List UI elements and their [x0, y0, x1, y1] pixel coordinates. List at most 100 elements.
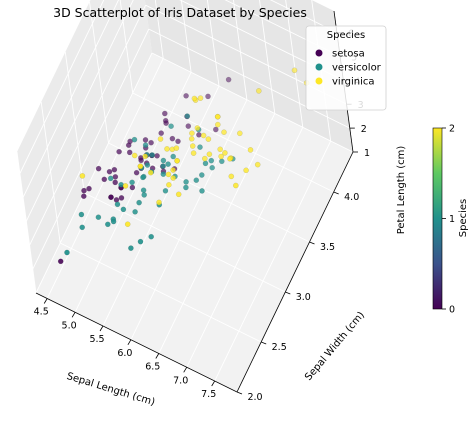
- y-tick-mark: [333, 191, 339, 195]
- x-tick-label: 4.5: [34, 307, 49, 318]
- point-setosa: [169, 135, 176, 142]
- point-virginica: [222, 150, 228, 156]
- point-versicolor: [120, 206, 127, 213]
- point-versicolor: [193, 177, 200, 183]
- point-setosa: [185, 123, 192, 129]
- y-grid-line-floor: [60, 242, 262, 343]
- point-versicolor: [208, 157, 215, 164]
- colorbar-label: Species: [458, 199, 469, 238]
- y-tick-mark: [261, 341, 267, 345]
- colorbar-tick-label: 0: [449, 305, 455, 316]
- point-versicolor: [105, 221, 111, 228]
- point-virginica: [217, 146, 223, 153]
- point-versicolor: [183, 184, 189, 191]
- legend-marker-versicolor: [315, 63, 323, 71]
- data-points: [57, 67, 310, 265]
- z-grid-line-left: [25, 0, 134, 222]
- point-setosa: [162, 117, 169, 124]
- point-setosa: [116, 148, 122, 155]
- point-versicolor: [149, 152, 155, 158]
- point-versicolor: [160, 157, 167, 164]
- point-versicolor: [107, 175, 114, 182]
- tick-labels: 4.55.05.56.06.57.07.52.02.53.03.54.01234…: [34, 29, 370, 404]
- colorbar-tick-label: 2: [449, 124, 455, 135]
- y-grid-line-floor: [132, 92, 334, 193]
- point-setosa: [158, 130, 164, 136]
- x-tick-mark: [99, 325, 104, 332]
- colorbar-tick-label: 1: [449, 214, 455, 225]
- point-versicolor: [114, 201, 121, 208]
- point-virginica: [147, 169, 154, 176]
- point-versicolor: [136, 199, 142, 206]
- point-setosa: [129, 184, 136, 191]
- x-tick-label: 6.5: [145, 362, 160, 373]
- legend-label-setosa: setosa: [332, 49, 365, 60]
- z-grid-line-left: [29, 5, 147, 246]
- point-virginica: [228, 173, 235, 180]
- point-virginica: [188, 135, 195, 142]
- point-virginica: [137, 163, 144, 170]
- point-setosa: [126, 149, 133, 156]
- point-virginica: [247, 147, 254, 153]
- z-grid-line-left: [35, 52, 153, 294]
- point-setosa: [86, 185, 92, 192]
- point-setosa: [81, 187, 87, 194]
- point-versicolor: [168, 123, 174, 129]
- z-grid-line-back: [151, 52, 354, 153]
- point-versicolor: [131, 136, 138, 143]
- point-versicolor: [202, 160, 209, 167]
- left-wall-pane: [17, 0, 152, 293]
- point-versicolor: [183, 179, 189, 185]
- point-setosa: [154, 152, 160, 159]
- point-virginica: [221, 129, 227, 135]
- point-setosa: [101, 176, 108, 183]
- z-tick-label: 1: [364, 148, 370, 159]
- point-setosa: [108, 194, 114, 200]
- point-versicolor: [79, 224, 85, 231]
- point-virginica: [197, 95, 204, 101]
- point-setosa: [161, 110, 168, 117]
- y-grid-line-left: [16, 151, 37, 294]
- point-virginica: [170, 167, 176, 173]
- point-versicolor: [184, 113, 191, 119]
- point-virginica: [174, 157, 180, 164]
- z-grid-line-left: [22, 0, 120, 198]
- axes-panes: [17, 0, 353, 392]
- chart-title: 3D Scatterplot of Iris Dataset by Specie…: [53, 5, 307, 20]
- point-setosa: [142, 137, 149, 143]
- point-virginica: [175, 191, 182, 198]
- y-tick-mark: [285, 291, 291, 295]
- point-virginica: [194, 125, 201, 131]
- colorbar-gradient: [432, 127, 443, 310]
- point-versicolor: [128, 245, 134, 251]
- x-tick-label: 7.5: [201, 389, 216, 400]
- point-setosa: [183, 93, 189, 99]
- point-virginica: [255, 88, 262, 94]
- grid-lines: [16, 0, 354, 393]
- point-virginica: [124, 221, 131, 227]
- x-tick-mark: [43, 298, 48, 304]
- y-tick-label: 2.5: [272, 342, 287, 353]
- point-setosa: [212, 126, 219, 133]
- x-tick-label: 5.5: [89, 334, 104, 345]
- x-tick-mark: [183, 367, 188, 373]
- legend: Species setosa versicolor virginica: [305, 25, 387, 111]
- point-versicolor: [144, 162, 151, 168]
- legend-label-versicolor: versicolor: [332, 63, 382, 74]
- point-setosa: [225, 76, 232, 83]
- point-setosa: [118, 195, 125, 201]
- z-axis-label: Petal Length (cm): [396, 146, 407, 235]
- point-setosa: [106, 168, 113, 175]
- point-setosa: [133, 169, 140, 176]
- point-virginica: [227, 155, 233, 162]
- z-grid-line-back: [269, 0, 338, 33]
- point-versicolor: [165, 161, 171, 167]
- point-setosa: [125, 142, 132, 148]
- point-virginica: [131, 152, 138, 159]
- point-virginica: [79, 173, 86, 179]
- point-virginica: [191, 95, 198, 102]
- point-virginica: [232, 182, 239, 189]
- y-tick-label: 2.0: [247, 392, 262, 403]
- point-versicolor: [142, 142, 149, 148]
- point-virginica: [173, 145, 180, 151]
